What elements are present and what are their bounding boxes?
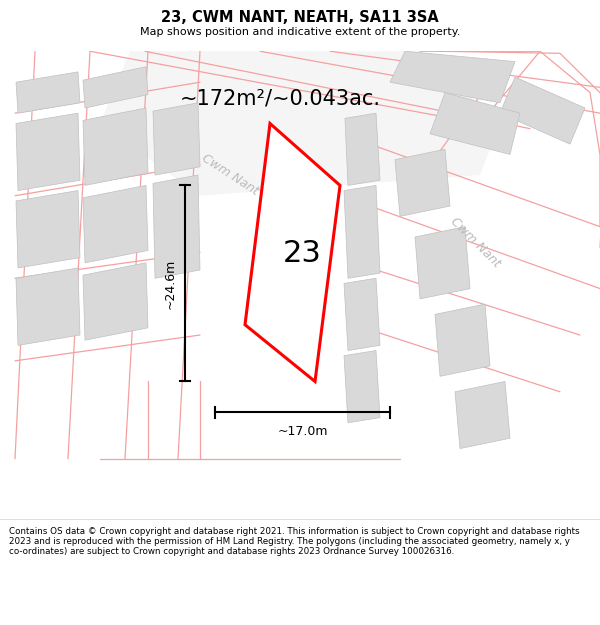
- Polygon shape: [16, 268, 80, 346]
- Polygon shape: [415, 227, 470, 299]
- Polygon shape: [344, 186, 380, 278]
- Text: 23: 23: [283, 239, 322, 268]
- Polygon shape: [435, 304, 490, 376]
- Text: ~24.6m: ~24.6m: [164, 258, 177, 309]
- Polygon shape: [16, 72, 80, 113]
- Text: ~17.0m: ~17.0m: [277, 425, 328, 438]
- Polygon shape: [245, 124, 340, 381]
- Text: ~172m²/~0.043ac.: ~172m²/~0.043ac.: [179, 88, 380, 108]
- Polygon shape: [153, 175, 200, 278]
- Polygon shape: [16, 191, 80, 268]
- Polygon shape: [500, 77, 585, 144]
- Polygon shape: [16, 113, 80, 191]
- Polygon shape: [83, 67, 148, 108]
- Polygon shape: [395, 149, 450, 216]
- Polygon shape: [455, 381, 510, 449]
- Polygon shape: [153, 103, 200, 175]
- Polygon shape: [344, 278, 380, 351]
- Text: Contains OS data © Crown copyright and database right 2021. This information is : Contains OS data © Crown copyright and d…: [9, 526, 580, 556]
- Polygon shape: [345, 113, 380, 186]
- Polygon shape: [83, 108, 148, 186]
- Text: Cwm Nant: Cwm Nant: [199, 152, 261, 198]
- Polygon shape: [344, 351, 380, 423]
- Polygon shape: [100, 51, 500, 196]
- Text: Map shows position and indicative extent of the property.: Map shows position and indicative extent…: [140, 27, 460, 37]
- Text: Cwm Nant: Cwm Nant: [448, 214, 503, 270]
- Polygon shape: [83, 262, 148, 340]
- Polygon shape: [390, 51, 515, 103]
- Polygon shape: [430, 92, 520, 154]
- Polygon shape: [83, 186, 148, 262]
- Text: 23, CWM NANT, NEATH, SA11 3SA: 23, CWM NANT, NEATH, SA11 3SA: [161, 10, 439, 25]
